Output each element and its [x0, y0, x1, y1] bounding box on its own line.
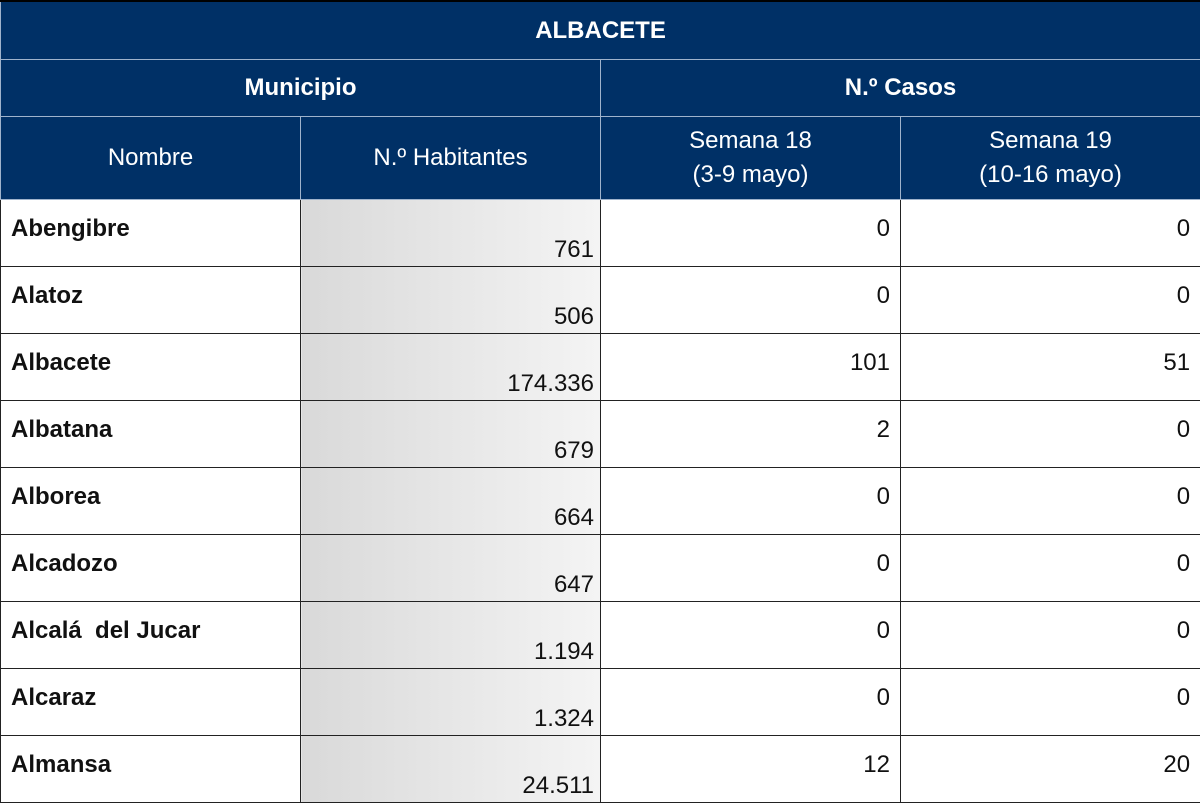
cases-week18-value: 12	[601, 736, 901, 803]
municipio-group-header: Municipio	[1, 60, 601, 117]
table-body: Abengibre 761 0 0 Alatoz 506 0 0 Albacet…	[1, 200, 1200, 803]
table-row: Almansa 24.511 12 20	[1, 736, 1200, 803]
cases-week19-value: 0	[901, 669, 1200, 736]
municipio-name: Abengibre	[1, 200, 301, 267]
cases-week19-value: 51	[901, 334, 1200, 401]
table-row: Alcalá del Jucar 1.194 0 0	[1, 602, 1200, 669]
cases-week19-value: 0	[901, 401, 1200, 468]
table-row: Alcaraz 1.324 0 0	[1, 669, 1200, 736]
population-value: 506	[301, 267, 601, 334]
semana19-header-line1: Semana 19	[901, 124, 1200, 158]
municipio-name: Alcadozo	[1, 535, 301, 602]
semana19-header-line2: (10-16 mayo)	[901, 158, 1200, 192]
municipio-name: Albatana	[1, 401, 301, 468]
habitantes-column-header: N.º Habitantes	[301, 117, 601, 200]
semana18-column-header: Semana 18 (3-9 mayo)	[601, 117, 901, 200]
table-row: Alborea 664 0 0	[1, 468, 1200, 535]
cases-week18-value: 2	[601, 401, 901, 468]
nombre-header-label: Nombre	[1, 141, 300, 175]
cases-week18-value: 0	[601, 669, 901, 736]
nombre-column-header: Nombre	[1, 117, 301, 200]
municipio-name: Alatoz	[1, 267, 301, 334]
semana18-header-line2: (3-9 mayo)	[601, 158, 900, 192]
population-value: 24.511	[301, 736, 601, 803]
municipio-name: Alcalá del Jucar	[1, 602, 301, 669]
population-value: 647	[301, 535, 601, 602]
table-row: Alcadozo 647 0 0	[1, 535, 1200, 602]
cases-week18-value: 0	[601, 267, 901, 334]
population-value: 679	[301, 401, 601, 468]
semana19-column-header: Semana 19 (10-16 mayo)	[901, 117, 1200, 200]
cases-week19-value: 0	[901, 602, 1200, 669]
municipio-name: Albacete	[1, 334, 301, 401]
cases-week19-value: 0	[901, 468, 1200, 535]
cases-week19-value: 0	[901, 267, 1200, 334]
population-value: 1.324	[301, 669, 601, 736]
table-row: Alatoz 506 0 0	[1, 267, 1200, 334]
population-value: 1.194	[301, 602, 601, 669]
cases-week18-value: 0	[601, 535, 901, 602]
table-row: Abengibre 761 0 0	[1, 200, 1200, 267]
cases-week19-value: 0	[901, 535, 1200, 602]
cases-week18-value: 0	[601, 200, 901, 267]
table-row: Albacete 174.336 101 51	[1, 334, 1200, 401]
population-value: 664	[301, 468, 601, 535]
table-row: Albatana 679 2 0	[1, 401, 1200, 468]
province-title: ALBACETE	[1, 1, 1200, 60]
population-value: 761	[301, 200, 601, 267]
semana18-header-line1: Semana 18	[601, 124, 900, 158]
municipio-name: Almansa	[1, 736, 301, 803]
cases-week19-value: 0	[901, 200, 1200, 267]
cases-week18-value: 101	[601, 334, 901, 401]
habitantes-header-label: N.º Habitantes	[301, 141, 600, 175]
cases-week18-value: 0	[601, 602, 901, 669]
cases-week19-value: 20	[901, 736, 1200, 803]
cases-week18-value: 0	[601, 468, 901, 535]
cases-group-header: N.º Casos	[601, 60, 1200, 117]
table-header: ALBACETE Municipio N.º Casos Nombre N.º …	[1, 1, 1200, 200]
municipio-name: Alborea	[1, 468, 301, 535]
population-value: 174.336	[301, 334, 601, 401]
municipio-name: Alcaraz	[1, 669, 301, 736]
